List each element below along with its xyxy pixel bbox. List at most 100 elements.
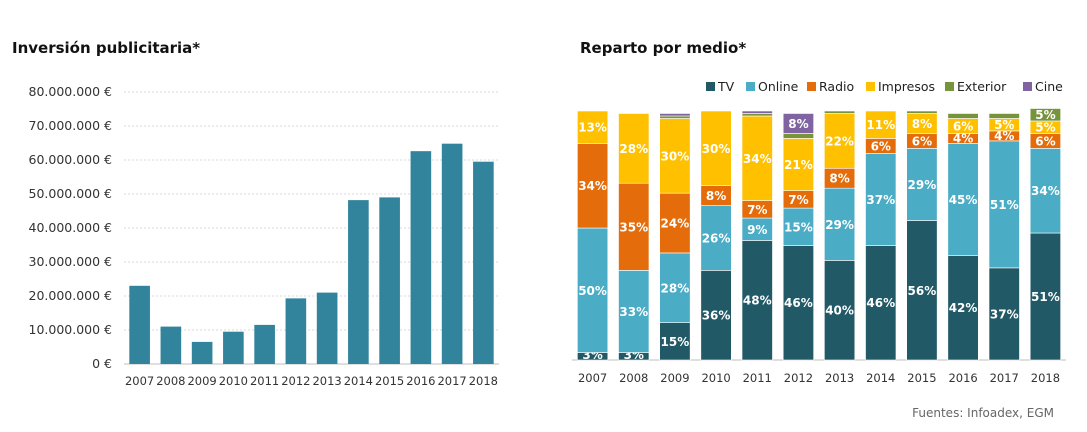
segment-tv-2011 xyxy=(741,240,773,361)
bar-2017 xyxy=(441,143,463,364)
data-label: 4% xyxy=(994,129,1014,143)
segment-online-2010 xyxy=(700,205,732,271)
data-label: 36% xyxy=(702,309,731,323)
x-tick-label: 2011 xyxy=(250,374,279,388)
data-label: 5% xyxy=(994,118,1014,132)
segment-tv-2015 xyxy=(906,220,938,361)
x-tick-label: 2018 xyxy=(1031,371,1060,385)
x-tick-label: 2007 xyxy=(125,374,154,388)
y-tick-label: 40.000.000 € xyxy=(29,220,113,235)
data-label: 29% xyxy=(825,218,854,232)
x-tick-label: 2015 xyxy=(375,374,404,388)
segment-cine-2012 xyxy=(782,113,814,134)
data-label: 33% xyxy=(619,305,648,319)
data-label: 29% xyxy=(908,178,937,192)
x-tick-label: 2016 xyxy=(948,371,977,385)
data-label: 28% xyxy=(619,142,648,156)
data-label: 6% xyxy=(871,139,891,153)
y-tick-label: 60.000.000 € xyxy=(29,152,113,167)
segment-tv-2010 xyxy=(700,270,732,361)
y-tick-label: 30.000.000 € xyxy=(29,254,113,269)
segment-tv-2013 xyxy=(824,260,856,361)
data-label: 4% xyxy=(953,131,973,145)
x-tick-label: 2017 xyxy=(990,371,1019,385)
legend-label: Online xyxy=(758,79,799,94)
x-tick-label: 2008 xyxy=(619,371,648,385)
data-label: 26% xyxy=(702,231,731,245)
segment-exterior-2015 xyxy=(906,110,938,114)
legend-label: Impresos xyxy=(878,79,935,94)
segment-tv-2014 xyxy=(865,245,897,361)
data-label: 11% xyxy=(866,118,895,132)
y-tick-label: 70.000.000 € xyxy=(29,118,113,133)
segment-exterior-2018 xyxy=(1029,108,1061,122)
data-label: 40% xyxy=(825,304,854,318)
legend-swatch-cine xyxy=(1023,82,1032,91)
segment-impresos-2009 xyxy=(659,118,691,194)
data-label: 51% xyxy=(990,198,1019,212)
data-label: 9% xyxy=(747,223,767,237)
x-tick-label: 2012 xyxy=(784,371,813,385)
data-label: 15% xyxy=(661,335,690,349)
x-tick-label: 2008 xyxy=(156,374,185,388)
data-label: 50% xyxy=(578,284,607,298)
x-tick-label: 2016 xyxy=(406,374,435,388)
data-label: 6% xyxy=(1035,134,1055,148)
x-tick-label: 2007 xyxy=(578,371,607,385)
y-tick-label: 0 € xyxy=(92,356,112,371)
x-tick-label: 2010 xyxy=(701,371,730,385)
segment-impresos-2014 xyxy=(865,110,897,139)
segment-exterior-2016 xyxy=(947,113,979,119)
y-tick-label: 20.000.000 € xyxy=(29,288,113,303)
y-tick-label: 10.000.000 € xyxy=(29,322,113,337)
data-label: 56% xyxy=(908,284,937,298)
segment-impresos-2012 xyxy=(782,138,814,191)
x-tick-label: 2017 xyxy=(437,374,466,388)
segment-online-2009 xyxy=(659,252,691,323)
legend-label: TV xyxy=(717,79,735,94)
bar-2010 xyxy=(223,331,244,364)
x-tick-label: 2013 xyxy=(312,374,341,388)
data-label: 21% xyxy=(784,158,813,172)
data-label: 30% xyxy=(702,142,731,156)
data-label: 34% xyxy=(1031,184,1060,198)
x-tick-label: 2009 xyxy=(660,371,689,385)
bar-2013 xyxy=(316,292,338,364)
legend-swatch-online xyxy=(746,82,755,91)
bar-2012 xyxy=(285,298,307,364)
segment-online-2008 xyxy=(618,270,650,353)
segment-radio-2008 xyxy=(618,182,650,271)
legend-swatch-exterior xyxy=(945,82,954,91)
source-note: Fuentes: Infoadex, EGM xyxy=(912,406,1054,420)
legend-swatch-impresos xyxy=(866,82,875,91)
bar-2016 xyxy=(410,151,432,364)
segment-online-2018 xyxy=(1029,148,1061,234)
data-label: 30% xyxy=(661,149,690,163)
data-label: 28% xyxy=(661,281,690,295)
y-tick-label: 50.000.000 € xyxy=(29,186,113,201)
data-label: 15% xyxy=(784,220,813,234)
data-label: 46% xyxy=(866,296,895,310)
x-tick-label: 2015 xyxy=(907,371,936,385)
bar-2011 xyxy=(254,324,275,364)
x-tick-label: 2012 xyxy=(281,374,310,388)
y-tick-label: 80.000.000 € xyxy=(29,84,113,99)
data-label: 7% xyxy=(747,203,767,217)
segment-cine-2009 xyxy=(659,113,691,117)
segment-radio-2009 xyxy=(659,192,691,254)
data-label: 37% xyxy=(866,193,895,207)
segment-impresos-2007 xyxy=(577,110,609,144)
data-label: 5% xyxy=(1035,121,1055,135)
segment-online-2015 xyxy=(906,148,938,221)
legend-swatch-tv xyxy=(706,82,715,91)
segment-exterior-2013 xyxy=(824,110,856,114)
left-chart-title: Inversión publicitaria* xyxy=(12,39,201,57)
x-tick-label: 2014 xyxy=(866,371,895,385)
x-tick-label: 2013 xyxy=(825,371,854,385)
segment-exterior-2017 xyxy=(988,113,1020,119)
data-label: 8% xyxy=(788,117,808,131)
data-label: 34% xyxy=(743,152,772,166)
data-label: 6% xyxy=(912,134,932,148)
